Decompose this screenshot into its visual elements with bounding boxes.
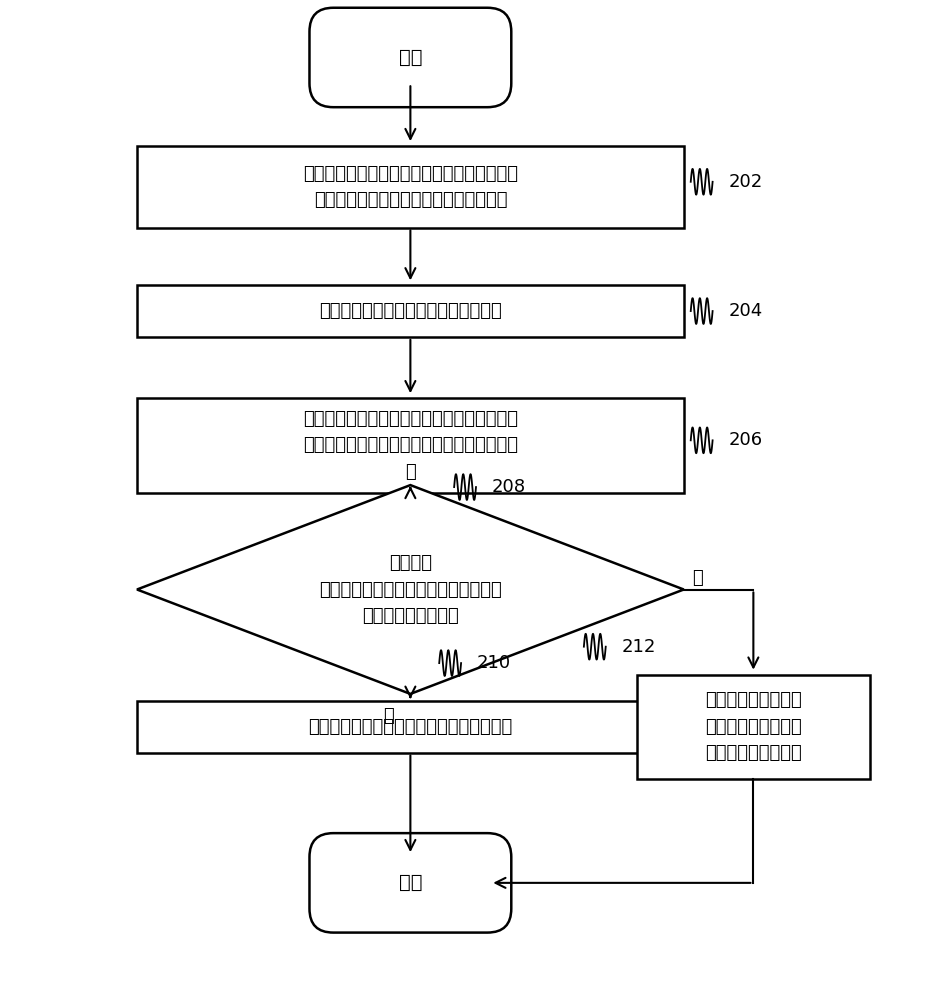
Text: 播放不同阶段植物生
长所需环境信息以及
该植物的营养等信息: 播放不同阶段植物生 长所需环境信息以及 该植物的营养等信息 bbox=[705, 691, 802, 762]
Text: 210: 210 bbox=[477, 654, 511, 672]
Bar bbox=[137, 701, 684, 753]
FancyBboxPatch shape bbox=[309, 8, 512, 107]
Text: 208: 208 bbox=[492, 478, 526, 496]
Text: 是: 是 bbox=[383, 707, 394, 725]
Bar bbox=[137, 146, 684, 228]
Text: 否: 否 bbox=[691, 569, 703, 587]
Text: 202: 202 bbox=[728, 173, 763, 191]
FancyBboxPatch shape bbox=[309, 833, 512, 933]
Text: 根据植物生长阶段播放适合儿童的科普录音: 根据植物生长阶段播放适合儿童的科普录音 bbox=[308, 718, 513, 736]
Text: 种植设备
根据接收到的来自云控制中心的反馈，
确定用户是否为儿童: 种植设备 根据接收到的来自云控制中心的反馈， 确定用户是否为儿童 bbox=[319, 554, 502, 625]
Text: 结束: 结束 bbox=[398, 873, 422, 892]
Bar bbox=[137, 285, 684, 337]
Bar bbox=[636, 675, 870, 779]
Bar bbox=[137, 398, 684, 493]
Text: 204: 204 bbox=[728, 302, 763, 320]
Text: 206: 206 bbox=[728, 431, 763, 449]
Text: 在用户进入到种植设备的预设范围内时，通过
种植设备上的摄像头采集用户的面部图像: 在用户进入到种植设备的预设范围内时，通过 种植设备上的摄像头采集用户的面部图像 bbox=[302, 165, 518, 209]
Text: 将采集到的面部图像发送给云控制中心: 将采集到的面部图像发送给云控制中心 bbox=[319, 302, 502, 320]
Text: 212: 212 bbox=[622, 638, 656, 656]
Text: 云控制中心根据接收到的来自种植设备的面部
图像，进行年龄识别，并将结果反馈到种植设
备: 云控制中心根据接收到的来自种植设备的面部 图像，进行年龄识别，并将结果反馈到种植… bbox=[302, 410, 518, 481]
Text: 开始: 开始 bbox=[398, 48, 422, 67]
Polygon shape bbox=[137, 485, 684, 694]
